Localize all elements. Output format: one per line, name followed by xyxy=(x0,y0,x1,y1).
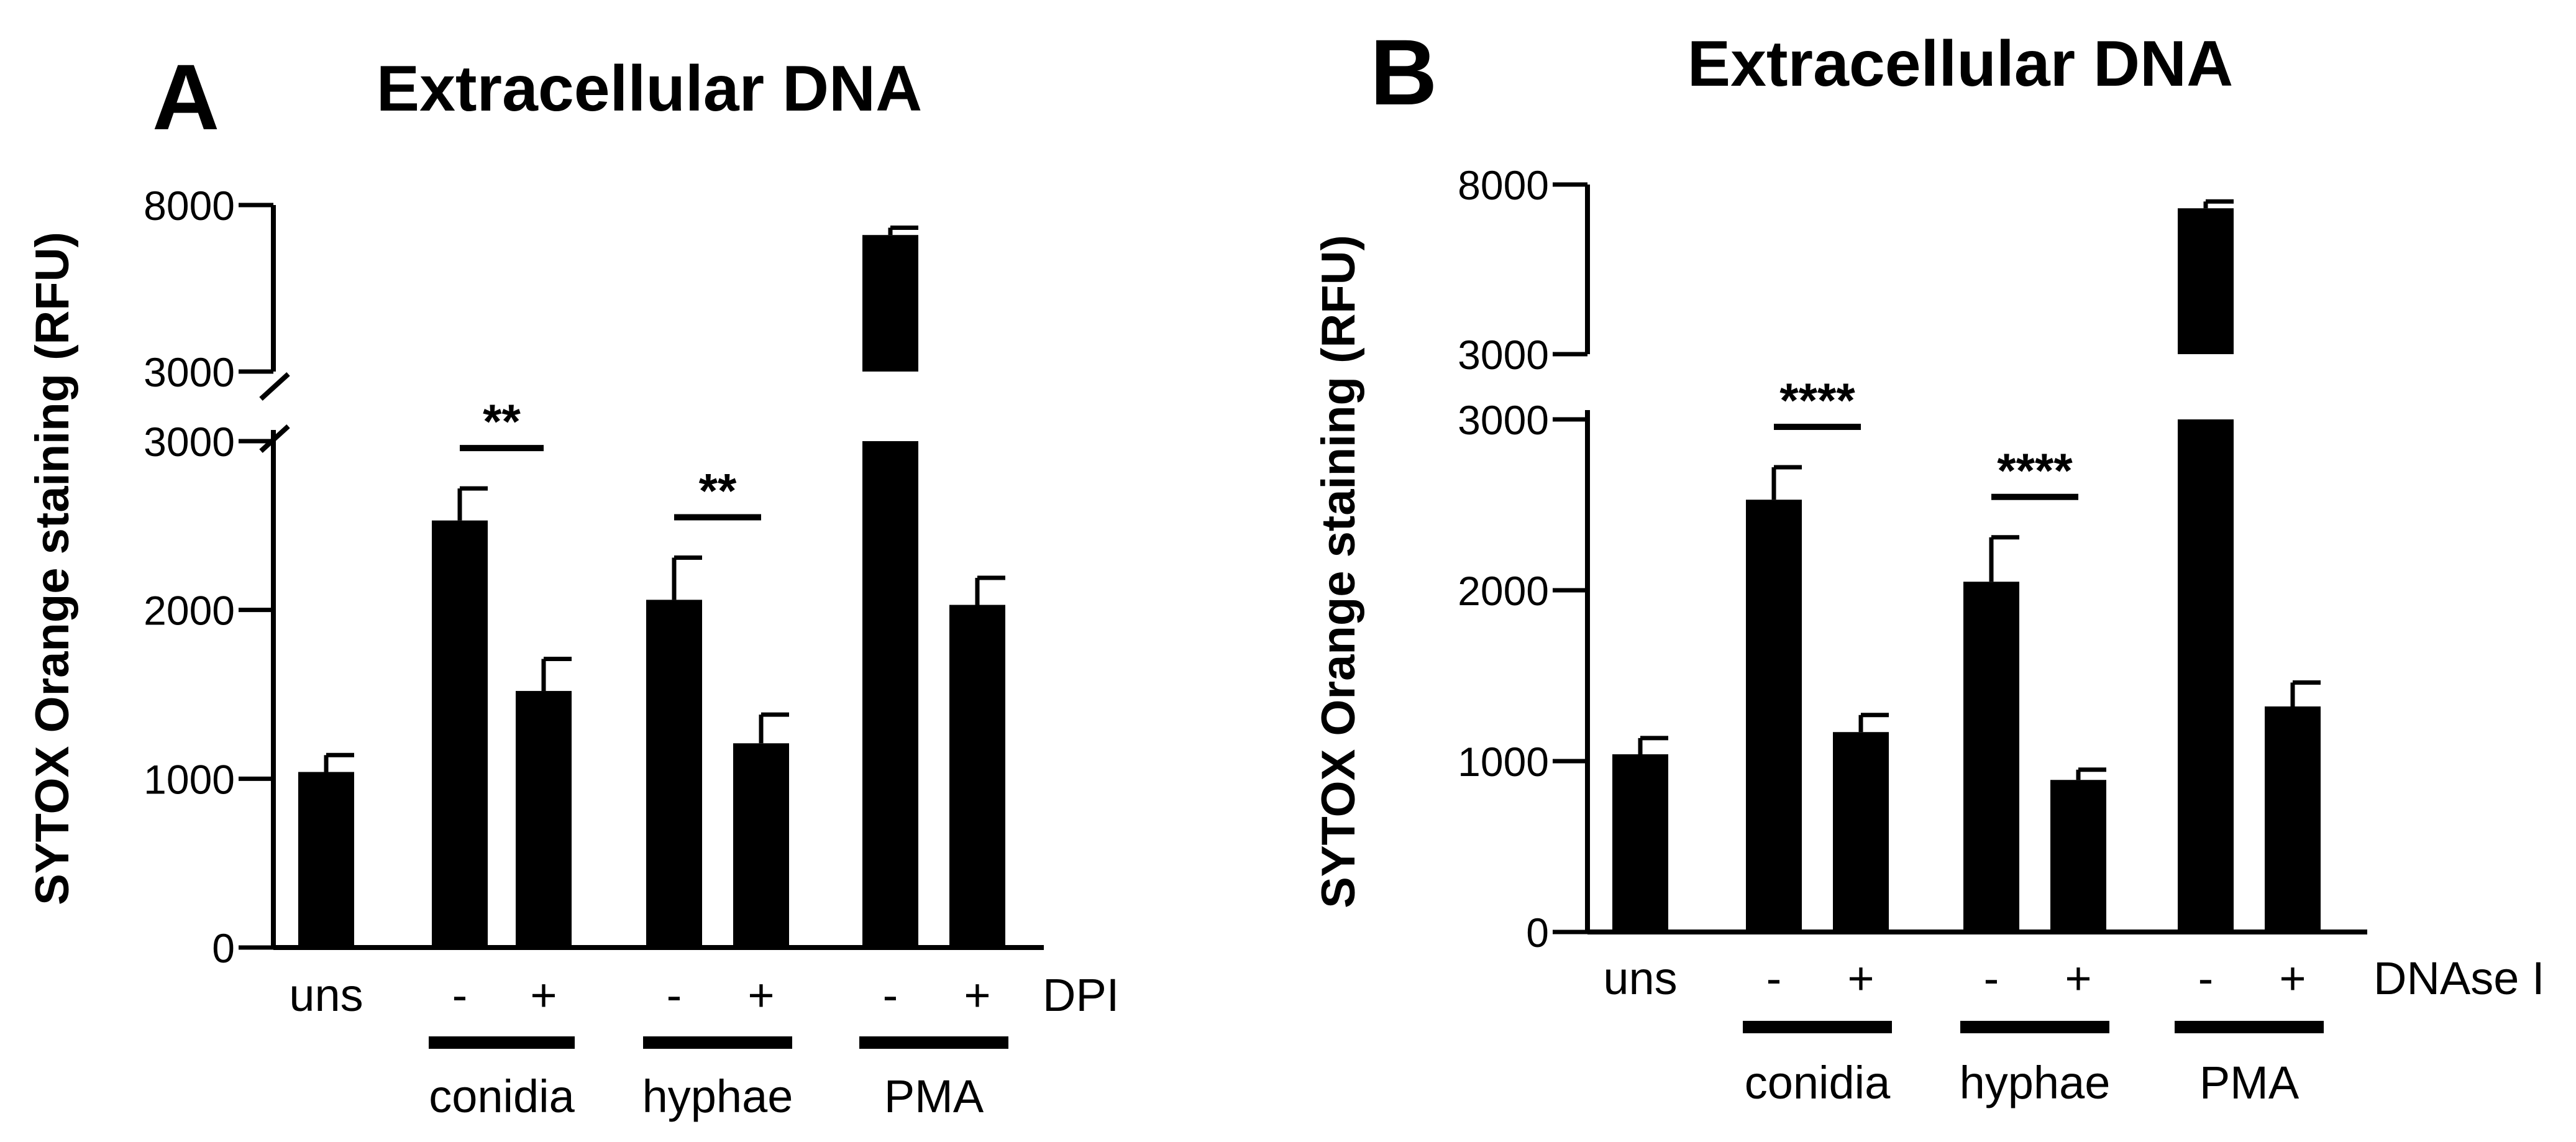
x-tick-label: + xyxy=(747,969,774,1021)
y-tick-label-lower: 1000 xyxy=(144,756,235,802)
y-tick-label-lower: 3000 xyxy=(1458,397,1549,443)
x-tick-label: - xyxy=(883,969,898,1021)
bar xyxy=(862,441,918,948)
y-tick-label-upper: 8000 xyxy=(1458,162,1549,208)
x-tick-label: - xyxy=(667,969,682,1021)
bar xyxy=(2178,419,2234,932)
y-tick-label-lower: 3000 xyxy=(144,419,235,465)
group-label: hyphae xyxy=(1960,1057,2111,1108)
bar-upper-segment xyxy=(862,235,918,372)
y-tick-label-lower: 2000 xyxy=(144,588,235,634)
y-tick-label-lower: 1000 xyxy=(1458,739,1549,785)
x-tick-label: uns xyxy=(289,969,363,1021)
group-label: hyphae xyxy=(642,1071,793,1122)
x-tick-label: + xyxy=(1847,952,1874,1004)
y-axis-label: SYTOX Orange staining (RFU) xyxy=(26,232,79,905)
bar xyxy=(516,691,572,948)
x-tick-label: - xyxy=(1766,952,1782,1004)
chart-title: Extracellular DNA xyxy=(377,53,923,125)
x-tick-label: + xyxy=(964,969,990,1021)
group-label: conidia xyxy=(1745,1057,1891,1108)
panel-letter: A xyxy=(152,45,219,149)
bar xyxy=(1746,500,1802,932)
bar xyxy=(298,772,354,948)
y-tick-label-upper: 3000 xyxy=(144,349,235,395)
significance-label: ** xyxy=(483,394,521,449)
x-tick-label: - xyxy=(452,969,468,1021)
axis-break-mark xyxy=(259,424,290,453)
y-tick-label-lower: 0 xyxy=(1526,910,1549,956)
bar-upper-segment xyxy=(2178,208,2234,354)
x-tick-label: - xyxy=(1984,952,1999,1004)
bar xyxy=(646,600,702,948)
significance-label: **** xyxy=(1779,373,1855,427)
group-label: PMA xyxy=(884,1071,984,1122)
y-tick-label-upper: 3000 xyxy=(1458,332,1549,378)
significance-label: **** xyxy=(1997,443,2073,498)
y-tick-label-lower: 0 xyxy=(212,925,235,971)
bar xyxy=(949,605,1005,948)
x-tick-label: + xyxy=(530,969,557,1021)
bar xyxy=(432,520,488,948)
bar xyxy=(2050,780,2106,932)
axis-break-mark xyxy=(259,372,290,401)
group-label: PMA xyxy=(2199,1057,2300,1108)
y-tick-label-upper: 8000 xyxy=(144,183,235,229)
panel-letter: B xyxy=(1370,20,1437,124)
chart-title: Extracellular DNA xyxy=(1688,28,2234,100)
x-tick-label: uns xyxy=(1603,952,1677,1004)
y-axis-label: SYTOX Orange staining (RFU) xyxy=(1312,235,1365,908)
treatment-label: DPI xyxy=(1043,969,1119,1021)
significance-label: ** xyxy=(699,463,737,518)
chart-panel-a: A Extracellular DNA SYTOX Orange staining … xyxy=(26,45,1119,1122)
bar xyxy=(2265,706,2321,932)
y-tick-label-lower: 2000 xyxy=(1458,568,1549,614)
bar xyxy=(1612,754,1668,932)
bar xyxy=(1833,732,1889,932)
bar xyxy=(1963,582,2019,932)
x-tick-label: - xyxy=(2198,952,2214,1004)
bar xyxy=(733,743,789,948)
group-label: conidia xyxy=(429,1071,575,1122)
x-tick-label: + xyxy=(2065,952,2091,1004)
chart-panel-b: B Extracellular DNA SYTOX Orange staining … xyxy=(1312,20,2545,1108)
treatment-label: DNAse I xyxy=(2373,952,2545,1004)
x-tick-label: + xyxy=(2279,952,2306,1004)
